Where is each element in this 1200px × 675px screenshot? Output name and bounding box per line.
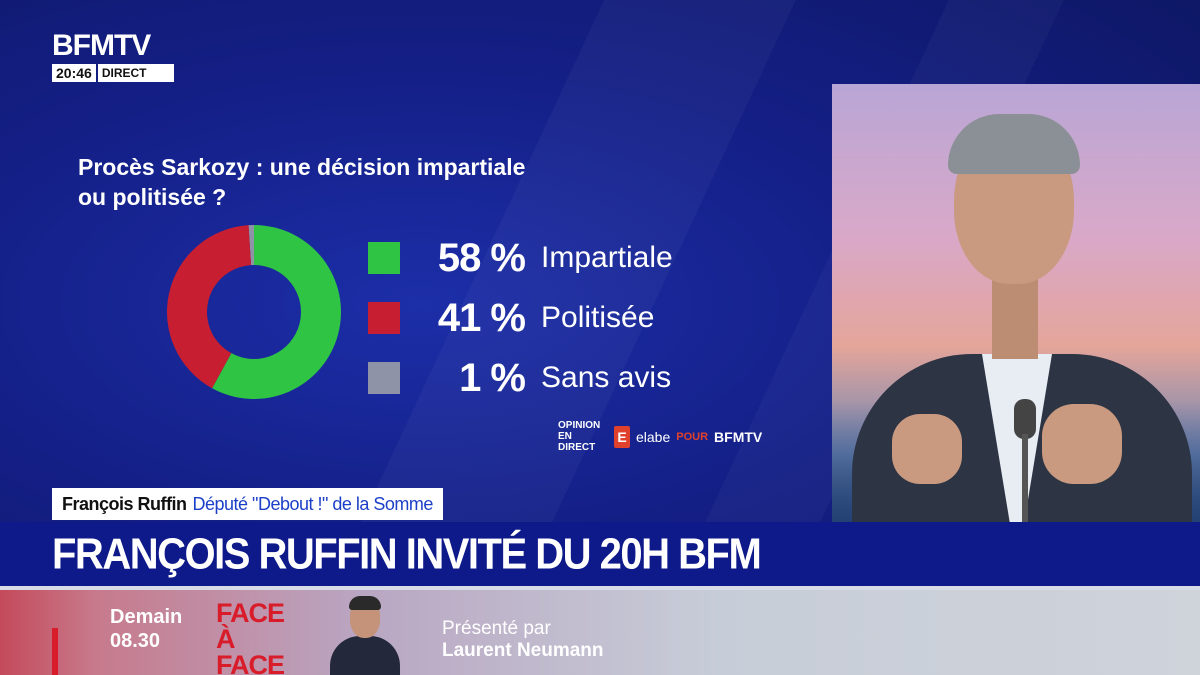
swatch-impartiale <box>368 242 400 274</box>
poll-title-line-1: Procès Sarkozy : une décision impartiale <box>78 154 526 180</box>
guest-neck <box>992 269 1038 359</box>
promo-accent-bar <box>52 628 58 675</box>
promo-day: Demain <box>110 606 183 628</box>
logo-wordmark: BFMTV <box>52 29 151 62</box>
donut-slice-politisée <box>167 225 252 389</box>
promo-bar <box>0 586 1200 675</box>
guest-hand-left <box>892 414 962 484</box>
promo-show-line-2: À FACE <box>216 624 285 675</box>
microphone-stand <box>1022 434 1028 522</box>
guest-hand-right <box>1042 404 1122 484</box>
opinion-line-2: EN DIRECT <box>558 431 596 453</box>
promo-time: 08.30 <box>110 630 161 652</box>
guest-role: Député "Debout !" de la Somme <box>192 493 434 514</box>
legend-row-politisee: 41 % Politisée <box>368 288 728 348</box>
pct-impartiale: 58 % <box>437 235 526 280</box>
poll-title-line-2: ou politisée ? <box>78 184 227 210</box>
legend-row-sans-avis: 1 % Sans avis <box>368 348 728 408</box>
poll-donut-chart <box>167 225 341 399</box>
presenter-photo <box>326 592 404 675</box>
swatch-sans-avis <box>368 362 400 394</box>
institute-name: elabe <box>636 428 671 445</box>
legend-row-impartiale: 58 % Impartiale <box>368 228 728 288</box>
pct-sans-avis: 1 % <box>459 355 526 400</box>
poll-source: OPINION EN DIRECT E elabe POUR BFMTV <box>558 420 762 453</box>
promo-presenter-name: Laurent Neumann <box>442 640 604 661</box>
opinion-line-1: OPINION <box>558 420 601 431</box>
pct-politisee: 41 % <box>437 295 526 340</box>
promo-bar-edge <box>0 586 1200 590</box>
donut-slice-impartiale <box>212 225 341 399</box>
opinion-en-direct-logo: OPINION EN DIRECT <box>558 420 610 453</box>
microphone-icon <box>1014 399 1036 439</box>
presenter-hair <box>349 596 381 610</box>
logo-clock-bar: 20:46 DIRECT <box>52 64 174 82</box>
presenter-suit <box>330 636 400 675</box>
clock-time: 20:46 <box>52 64 96 82</box>
promo-show-logo: FACE À FACE <box>216 600 306 675</box>
channel-logo: BFMTV 20:46 DIRECT <box>52 30 174 82</box>
headline-band <box>0 522 1200 586</box>
source-pour: POUR <box>676 430 709 443</box>
guest-hair <box>948 114 1080 174</box>
guest-video-inset <box>832 84 1200 522</box>
guest-name: François Ruffin <box>62 493 187 514</box>
source-client: BFMTV <box>714 428 763 445</box>
elabe-logo-icon: E <box>614 425 630 448</box>
poll-legend: 58 % Impartiale 41 % Politisée 1 % Sans … <box>368 228 728 408</box>
headline-text: FRANÇOIS RUFFIN INVITÉ DU 20H BFM <box>52 530 762 579</box>
promo-presented-by: Présenté par <box>442 618 551 639</box>
label-sans-avis: Sans avis <box>541 361 672 394</box>
promo-show-line-1: FACE <box>216 598 285 628</box>
poll-title: Procès Sarkozy : une décision impartiale… <box>78 152 678 212</box>
label-impartiale: Impartiale <box>541 241 673 274</box>
donut-slice-sans-avis <box>248 225 254 266</box>
guest-name-strip: François Ruffin Député "Debout !" de la … <box>52 488 443 520</box>
label-politisee: Politisée <box>541 301 655 334</box>
live-label: DIRECT <box>97 64 174 82</box>
swatch-politisee <box>368 302 400 334</box>
